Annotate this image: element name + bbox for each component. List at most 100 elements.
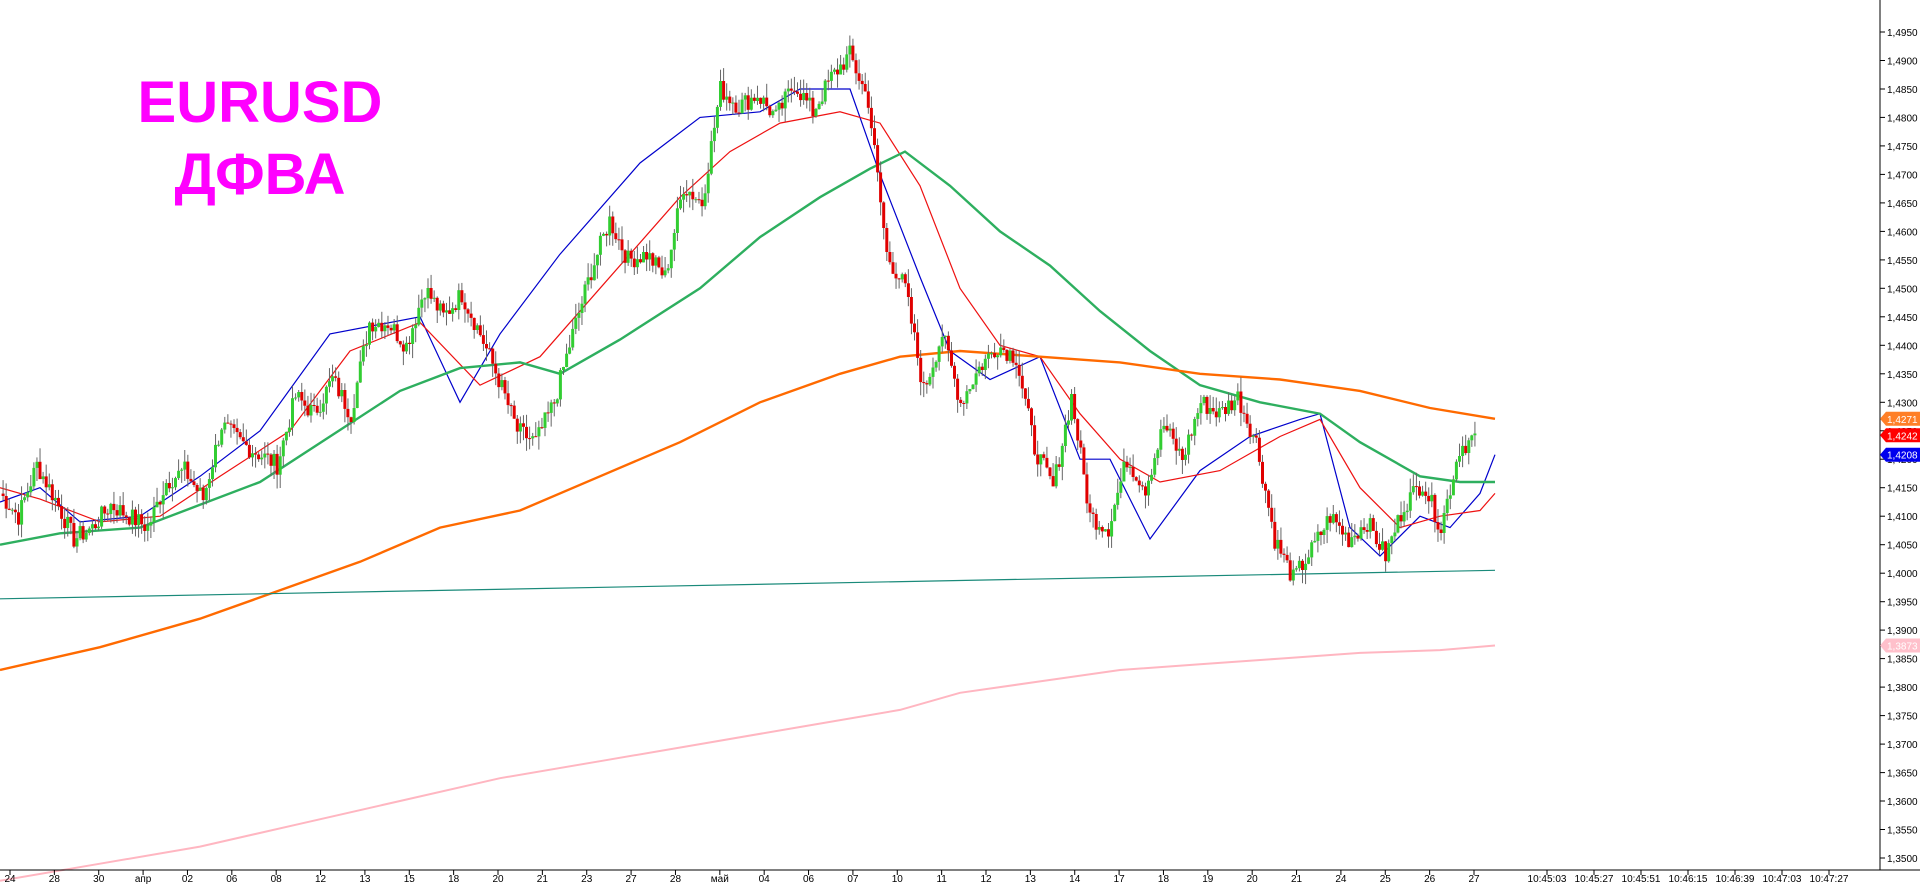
candle-body xyxy=(971,384,975,389)
y-tick-label: 1,4900 xyxy=(1887,57,1918,68)
y-tick-label: 1,4800 xyxy=(1887,113,1918,124)
x-tick-label: 20 xyxy=(1247,874,1259,885)
candle-body xyxy=(814,109,818,117)
candle-body xyxy=(839,64,843,75)
candle-body xyxy=(666,268,670,271)
candle-body xyxy=(1304,563,1308,570)
candle-body xyxy=(57,497,60,506)
candle-body xyxy=(586,277,590,285)
candle-body xyxy=(47,484,51,488)
candle-body xyxy=(1467,440,1471,453)
candle-body xyxy=(485,344,488,349)
x-time-label: 10:45:51 xyxy=(1622,874,1661,885)
candle-body xyxy=(940,337,944,347)
candle-body xyxy=(555,399,559,404)
candle-body xyxy=(26,492,30,498)
candle-body xyxy=(977,366,981,374)
candle-body xyxy=(922,382,926,384)
candle-body xyxy=(685,194,689,196)
candle-body xyxy=(217,444,221,446)
candle-body xyxy=(1085,474,1089,504)
series-line-trend-line xyxy=(0,569,1496,600)
candle-body xyxy=(174,478,177,488)
candle-body xyxy=(358,361,362,383)
x-tick-label: 28 xyxy=(49,874,61,885)
candle-body xyxy=(1233,400,1237,411)
price-tag-marker xyxy=(1880,411,1920,426)
x-time-label: 10:45:27 xyxy=(1575,874,1614,885)
candle-body xyxy=(614,233,618,240)
candle-body xyxy=(725,96,729,100)
candle-body xyxy=(164,483,168,496)
candle-body xyxy=(1220,407,1224,409)
candle-body xyxy=(1088,503,1092,513)
candle-body xyxy=(1097,527,1101,530)
candle-body xyxy=(1073,394,1077,420)
candle-body xyxy=(1384,541,1388,562)
y-tick-label: 1,4400 xyxy=(1887,341,1918,352)
chart-title-symbol: EURUSD xyxy=(137,70,383,135)
candle-body xyxy=(1131,466,1135,477)
candle-body xyxy=(565,353,569,367)
candle-body xyxy=(463,302,467,310)
candle-body xyxy=(518,423,522,432)
candle-body xyxy=(749,97,753,110)
candle-body xyxy=(1341,525,1344,535)
candle-body xyxy=(361,346,365,362)
candle-body xyxy=(1458,456,1461,462)
candle-body xyxy=(1033,425,1037,455)
candle-body xyxy=(109,503,113,514)
candle-body xyxy=(956,378,960,400)
candle-body xyxy=(1214,411,1218,418)
candle-body xyxy=(53,497,57,501)
candle-body xyxy=(247,444,251,458)
price-tag-marker xyxy=(1880,428,1920,443)
candle-body xyxy=(1156,449,1160,459)
candle-body xyxy=(1473,433,1477,436)
candle-body xyxy=(281,440,285,457)
candle-body xyxy=(740,99,744,114)
candle-body xyxy=(127,517,131,525)
candle-body xyxy=(241,437,245,442)
candle-body xyxy=(38,461,42,480)
candle-body xyxy=(629,250,633,259)
candle-body xyxy=(574,317,578,329)
candle-body xyxy=(777,102,781,110)
y-tick-label: 1,4550 xyxy=(1887,256,1918,267)
candle-body xyxy=(1353,535,1357,538)
candle-body xyxy=(512,405,516,419)
candle-body xyxy=(1048,467,1052,477)
candle-body xyxy=(780,102,784,109)
y-tick-label: 1,3700 xyxy=(1887,740,1918,751)
x-time-label: 10:46:39 xyxy=(1716,874,1755,885)
candle-body xyxy=(854,60,858,74)
x-tick-label: 27 xyxy=(1468,874,1480,885)
candle-body xyxy=(251,453,254,458)
candle-body xyxy=(1023,388,1027,399)
candle-body xyxy=(214,444,217,468)
candle-body xyxy=(50,484,54,501)
y-tick-label: 1,4100 xyxy=(1887,512,1918,523)
x-time-label: 10:45:03 xyxy=(1528,874,1567,885)
y-tick-label: 1,4150 xyxy=(1887,484,1918,495)
candle-body xyxy=(583,284,587,304)
candle-body xyxy=(1408,492,1412,511)
candle-body xyxy=(823,80,827,102)
x-tick-label: 28 xyxy=(670,874,682,885)
candle-body xyxy=(786,88,790,92)
candle-body xyxy=(1082,447,1086,475)
candle-body xyxy=(943,335,947,337)
candle-body xyxy=(340,390,344,397)
candle-body xyxy=(1267,490,1271,508)
candle-body xyxy=(879,172,883,203)
candle-body xyxy=(478,325,482,336)
candle-body xyxy=(266,453,270,455)
candle-body xyxy=(1002,347,1006,350)
candle-body xyxy=(679,199,682,209)
candle-body xyxy=(291,398,294,428)
candle-body xyxy=(746,95,750,110)
candlestick-series xyxy=(1,35,1477,586)
candle-body xyxy=(568,347,572,354)
candle-body xyxy=(1147,480,1150,496)
candle-body xyxy=(1362,527,1366,530)
